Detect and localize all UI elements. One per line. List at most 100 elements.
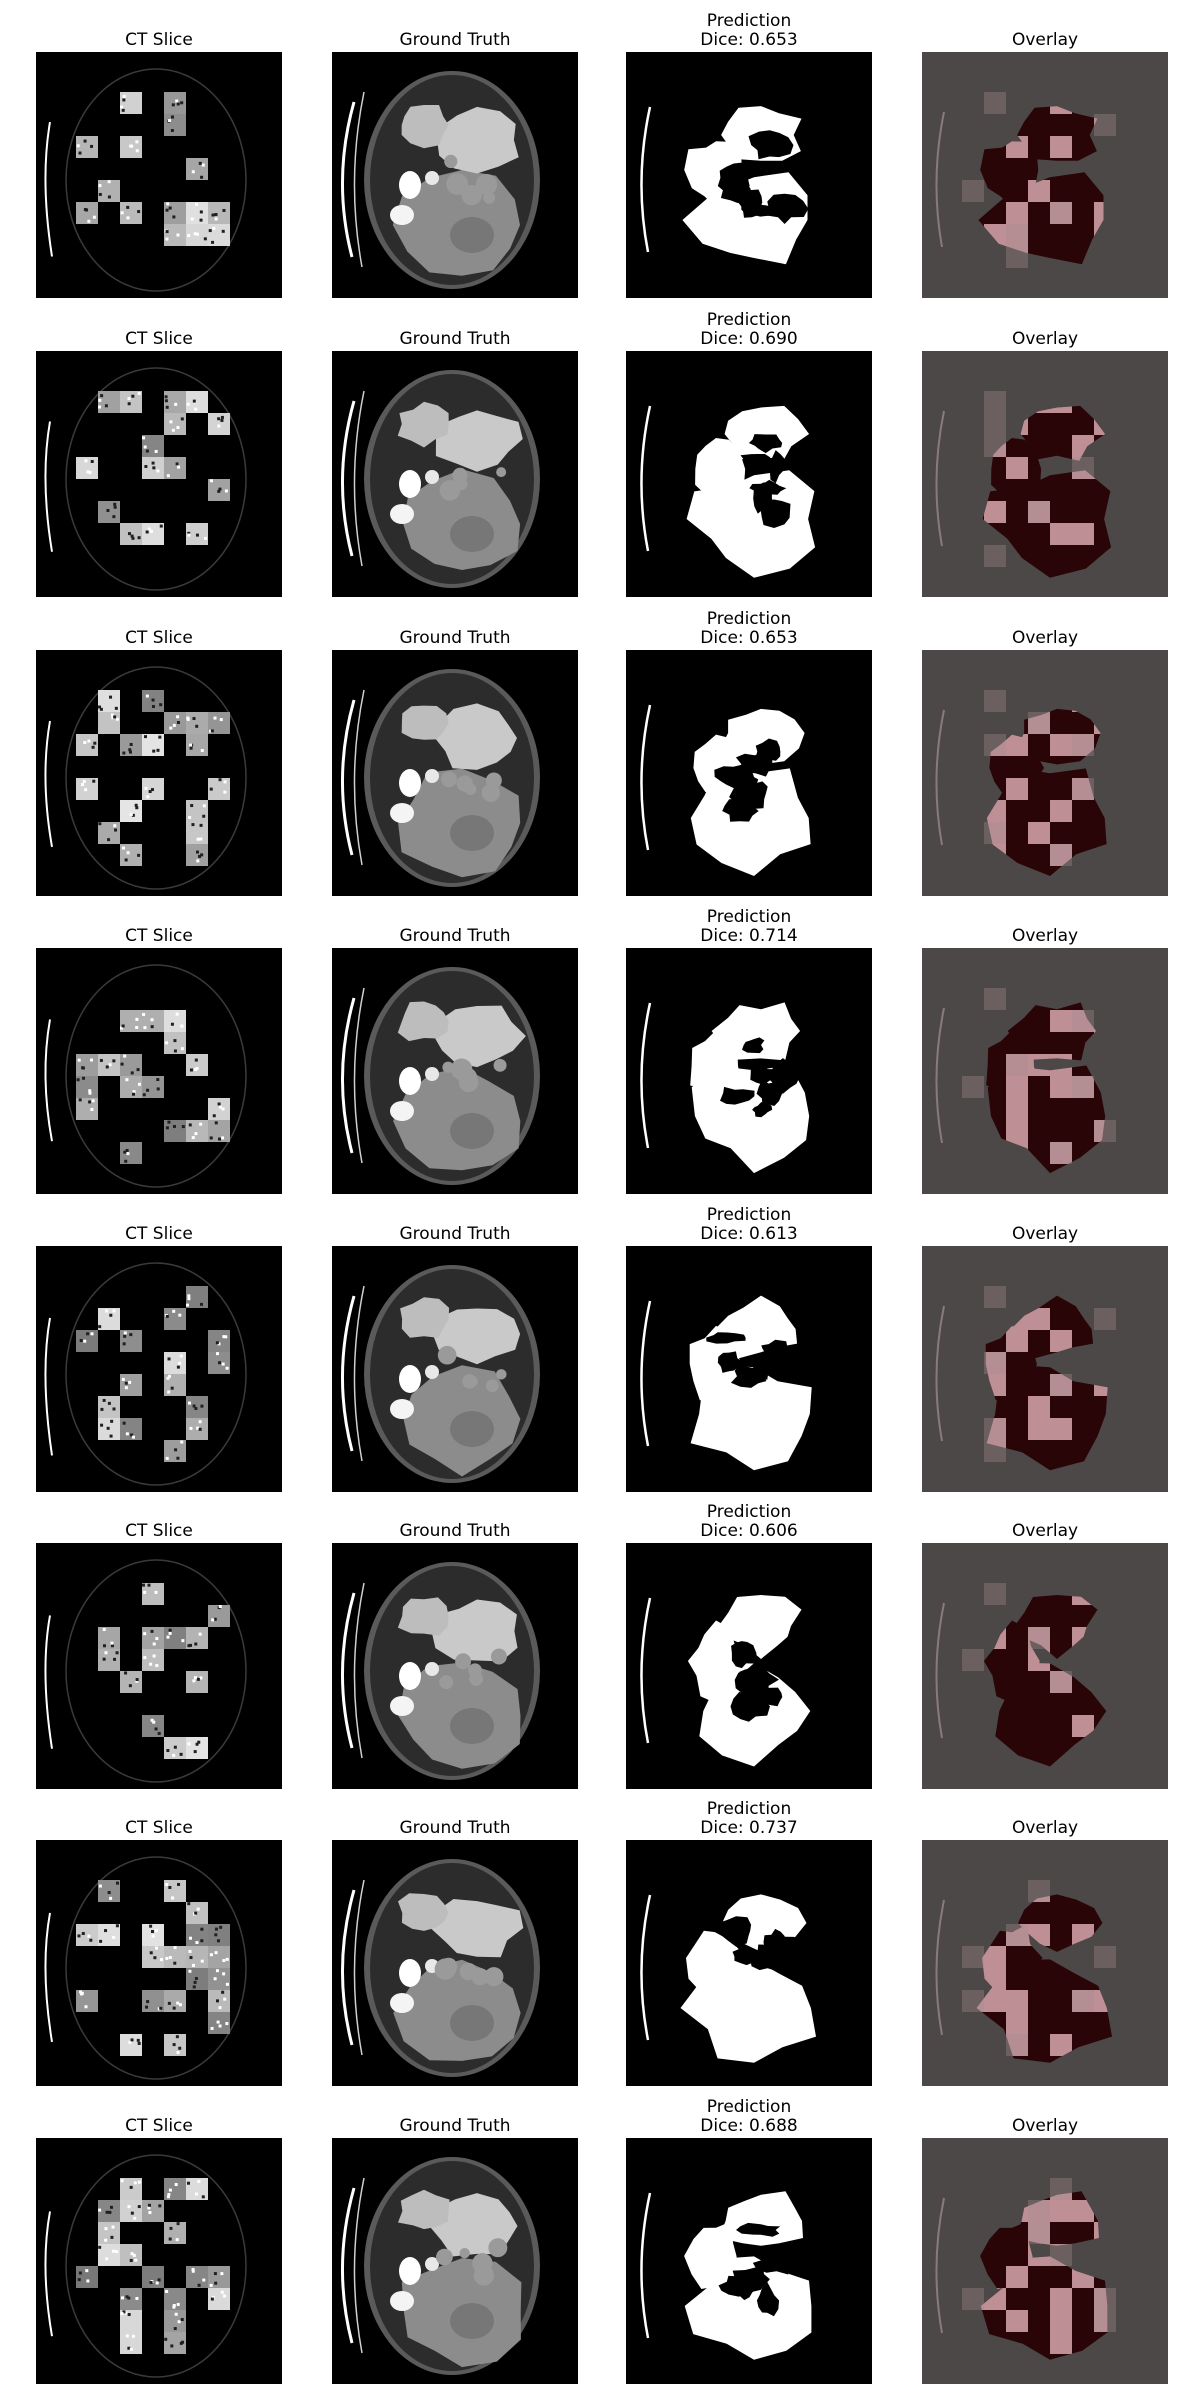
overlay-panel-image (922, 351, 1168, 597)
overlay-panel-title: Overlay (922, 1819, 1168, 1838)
gt-panel-image (332, 948, 578, 1194)
ct-patch (142, 1649, 164, 1671)
pred-mask-region (684, 2221, 738, 2289)
gt-vessel (425, 1365, 439, 1379)
pred-panel-image (626, 2138, 872, 2384)
ct-patch (120, 2034, 142, 2056)
gt-spine (390, 205, 414, 225)
overlay-patch (1028, 1308, 1050, 1330)
gt-image-svg (332, 2138, 578, 2384)
ct-patch (186, 712, 208, 734)
gt-panel-image (332, 1246, 578, 1492)
ct-panel-image (36, 1246, 282, 1492)
gt-kidney (399, 1959, 421, 1987)
ct-patch (164, 1946, 186, 1968)
ct-patch (76, 1054, 98, 1076)
pred-mask-hole (753, 482, 774, 514)
ct-rib-arc (44, 2211, 53, 2337)
overlay-patch (1006, 1076, 1028, 1098)
gt-stomach (434, 703, 517, 770)
gt-image-svg (332, 1840, 578, 2086)
pred-rib-arc (640, 704, 652, 851)
gt-spine (390, 1101, 414, 1121)
overlay-rib-arc (935, 1305, 945, 1442)
pred-panel-title: Prediction Dice: 0.606 (626, 1503, 872, 1541)
overlay-patch (1094, 2288, 1108, 2310)
ct-slice-title: CT Slice (125, 329, 193, 349)
gt-panel-title: Ground Truth (332, 330, 578, 349)
prediction-title: Prediction (706, 1205, 792, 1225)
dice-score: Dice: 0.714 (700, 926, 798, 946)
overlay-patch (1028, 712, 1050, 734)
overlay-rib-arc (935, 111, 945, 248)
ct-patch (164, 1880, 186, 1902)
overlay-panel-title: Overlay (922, 31, 1168, 50)
ct-patch (98, 391, 120, 413)
overlay-panel-image (922, 1246, 1168, 1492)
ct-panel-image (36, 52, 282, 298)
overlay-image-svg (922, 948, 1168, 1194)
gt-kidney (399, 1067, 421, 1095)
pred-mask-hole (730, 1364, 767, 1388)
overlay-panel-image (922, 52, 1168, 298)
dice-score: Dice: 0.613 (700, 1224, 798, 1244)
ct-patch (142, 1076, 164, 1098)
pred-mask-hole (756, 2281, 780, 2317)
ct-image-svg (36, 1246, 282, 1492)
gt-vessel (425, 470, 439, 484)
overlay-patch (985, 1352, 1006, 1374)
ct-rib-arc (44, 1317, 53, 1456)
ct-patch (164, 1120, 186, 1142)
ct-patch (142, 1715, 164, 1737)
ct-patch (98, 712, 120, 734)
ct-patch (120, 1142, 142, 1164)
overlay-patch (1006, 1054, 1028, 1076)
ct-patch (208, 778, 230, 800)
ct-patch (164, 114, 186, 136)
ct-patch (164, 1990, 186, 2012)
overlay-patch (1028, 180, 1050, 202)
overlay-patch (1050, 1010, 1072, 1032)
pred-panel-title: Prediction Dice: 0.690 (626, 311, 872, 349)
overlay-title: Overlay (1011, 1521, 1079, 1541)
gt-vessel (425, 1067, 439, 1081)
pred-rib-arc (640, 1597, 652, 1744)
ct-patch (164, 2310, 186, 2332)
overlay-patch (1050, 202, 1072, 224)
ct-patch (208, 413, 230, 435)
ct-panel-title: CT Slice (36, 330, 282, 349)
overlay-patch (1050, 1374, 1072, 1396)
ct-panel-image (36, 351, 282, 597)
overlay-patch (1050, 136, 1072, 158)
overlay-rib-arc (935, 1007, 945, 1144)
gt-kidney (399, 1662, 421, 1690)
ct-patch (164, 1308, 186, 1330)
ground-truth-title: Ground Truth (399, 2116, 511, 2136)
pred-mask-hole (732, 2265, 770, 2292)
overlay-image-svg (922, 351, 1168, 597)
ct-patch (208, 2288, 230, 2310)
gt-kidney (399, 2257, 421, 2285)
gt-stomach (430, 1899, 524, 1958)
ct-patch (164, 1374, 186, 1396)
ct-patch (120, 202, 142, 224)
gt-image-svg (332, 1543, 578, 1789)
overlay-patch (1028, 1418, 1050, 1440)
pred-image-svg (626, 650, 872, 896)
ct-image-svg (36, 52, 282, 298)
ct-patch (76, 734, 98, 756)
overlay-patch (1072, 1076, 1094, 1098)
ct-patch (186, 1120, 208, 1142)
overlay-patch (1050, 800, 1072, 822)
overlay-patch (1072, 734, 1094, 756)
gt-spine (390, 1399, 414, 1419)
overlay-panel-image (922, 948, 1168, 1194)
ct-panel-title: CT Slice (36, 629, 282, 648)
ct-rib-arc (44, 720, 53, 848)
gt-panel-image (332, 52, 578, 298)
prediction-title: Prediction (706, 2097, 792, 2117)
gt-rib-arc (340, 997, 356, 1154)
ct-patch (186, 1054, 208, 1076)
pred-mask-hole (736, 2222, 781, 2237)
pred-mask-region (689, 1325, 741, 1401)
